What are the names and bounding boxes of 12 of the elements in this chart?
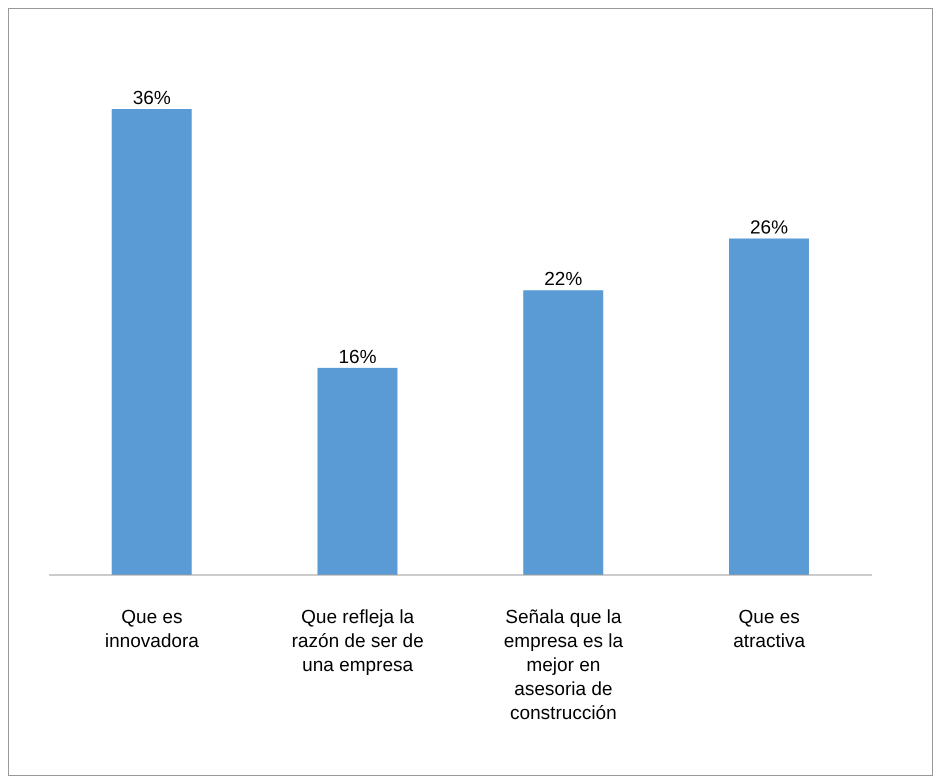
bar bbox=[523, 290, 604, 575]
data-label: 16% bbox=[338, 346, 377, 368]
x-tick-label: Señala que la empresa es la mejor en asesoria de construcción bbox=[504, 607, 624, 724]
data-label: 36% bbox=[132, 88, 171, 109]
bar bbox=[112, 109, 192, 575]
x-tick-label: Que refleja la razón de ser de una empresa bbox=[292, 607, 424, 676]
data-label: 22% bbox=[544, 269, 582, 290]
data-label: 26% bbox=[750, 217, 788, 238]
x-tick-label: Que es atractiva bbox=[733, 607, 806, 652]
x-tick-label: Que es innovadora bbox=[104, 607, 200, 652]
bar bbox=[317, 368, 398, 575]
bar bbox=[728, 238, 809, 575]
